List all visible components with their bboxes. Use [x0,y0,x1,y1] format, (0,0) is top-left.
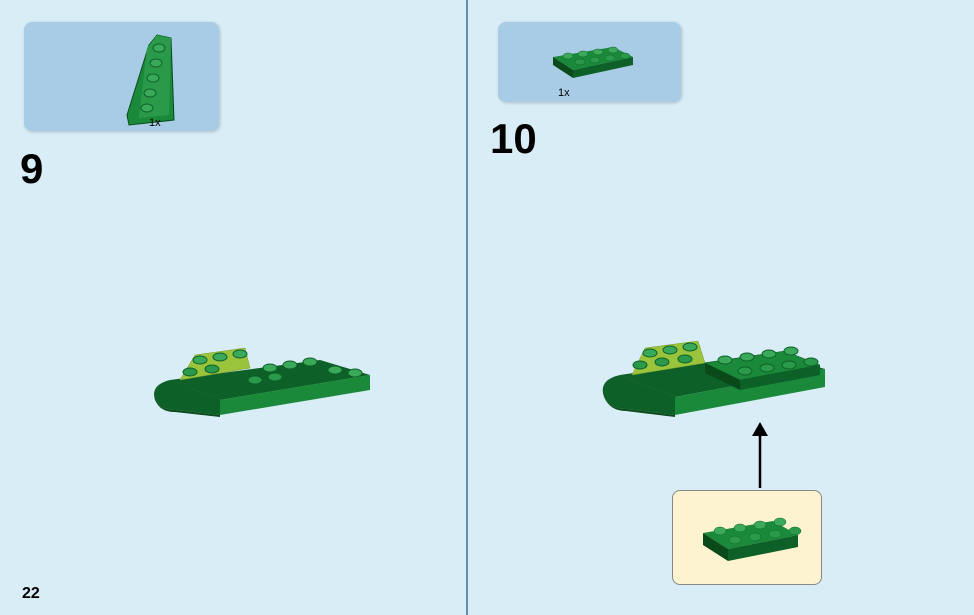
assembly-arrow [745,420,775,490]
callout-plate [678,493,818,583]
step10-assembly [590,295,850,455]
step10-callout [672,490,822,585]
step9-number: 9 [20,145,43,193]
step10-part-plate [538,32,648,92]
step9-assembly [140,300,390,450]
step9-parts-box: 1x [24,22,219,131]
step9-qty: 1x [149,117,161,129]
step9-part-wedge [119,30,209,130]
step10-number: 10 [490,115,537,163]
step10-parts-box: 1x [498,22,681,102]
step10-qty: 1x [558,87,570,99]
page-number: 22 [22,585,40,603]
step-divider [466,0,468,615]
